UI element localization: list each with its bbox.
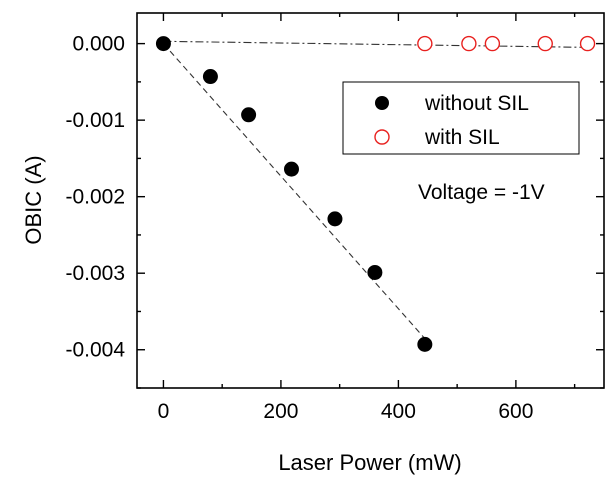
- point-without-sil: [202, 69, 218, 85]
- fit-lines: [163, 40, 593, 341]
- fit-line-without-sil: [163, 43, 428, 341]
- legend: without SIL with SIL: [342, 81, 580, 155]
- y-tick-label: -0.003: [65, 262, 125, 285]
- legend-marker-with-sil: [374, 129, 390, 145]
- point-without-sil: [417, 336, 433, 352]
- plot-frame: [136, 12, 605, 389]
- y-tick-label: -0.001: [65, 109, 125, 132]
- point-with-sil: [484, 35, 501, 52]
- data-points: [155, 35, 596, 352]
- point-without-sil: [327, 211, 343, 227]
- point-without-sil: [155, 36, 171, 52]
- point-with-sil: [461, 35, 477, 52]
- tick-labels: 0 200 400 600 0.000 -0.001 -0.002 -0.003 -0.004: [65, 33, 533, 423]
- point-with-sil: [417, 35, 433, 52]
- fit-line-with-sil: [163, 40, 593, 48]
- y-axis-title: OBIC (A): [21, 155, 46, 244]
- axis-ticks: [137, 13, 604, 389]
- y-tick-label: -0.004: [65, 339, 125, 362]
- point-without-sil: [283, 161, 299, 177]
- legend-marker-without-sil: [375, 96, 389, 110]
- point-without-sil: [241, 107, 257, 123]
- legend-label-without-sil: without SIL: [424, 92, 529, 115]
- x-tick-label: 0: [158, 400, 170, 423]
- point-with-sil: [579, 35, 596, 52]
- x-tick-label: 600: [498, 400, 533, 423]
- x-tick-label: 400: [381, 400, 416, 423]
- point-with-sil: [537, 35, 553, 52]
- x-tick-label: 200: [263, 400, 298, 423]
- point-without-sil: [367, 264, 383, 280]
- y-tick-label: 0.000: [72, 33, 125, 56]
- y-tick-label: -0.002: [65, 186, 125, 209]
- x-axis-title: Laser Power (mW): [278, 450, 461, 475]
- legend-label-with-sil: with SIL: [424, 126, 500, 149]
- voltage-annotation: Voltage = -1V: [418, 181, 545, 204]
